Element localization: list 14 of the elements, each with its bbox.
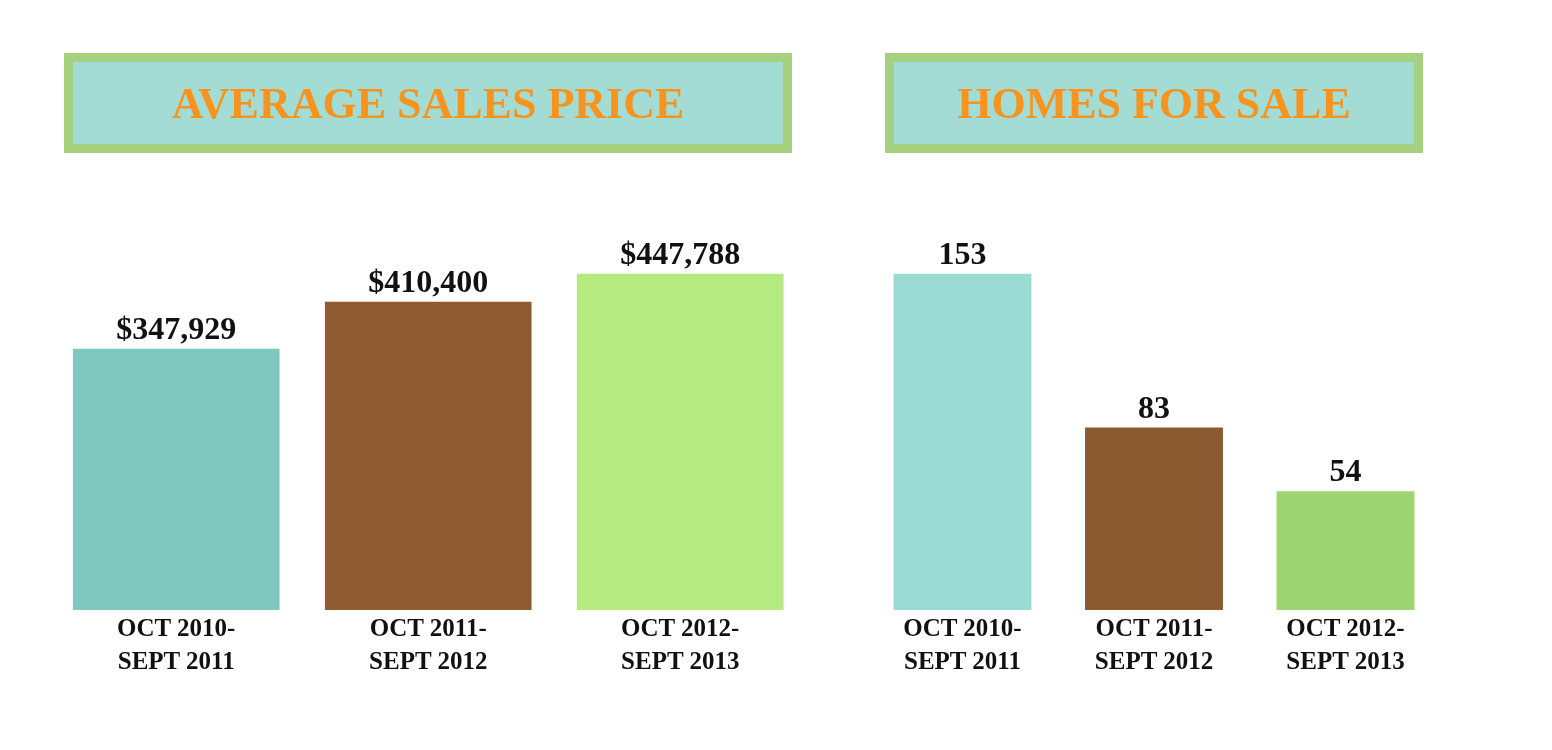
data-label: $410,400 bbox=[368, 262, 489, 299]
data-label: 153 bbox=[938, 234, 987, 271]
data-label: 83 bbox=[1138, 388, 1170, 425]
x-tick-label: OCT 2011- SEPT 2012 bbox=[369, 614, 488, 674]
chart-title: AVERAGE SALES PRICE bbox=[171, 78, 685, 128]
x-tick-label: OCT 2012- SEPT 2013 bbox=[621, 614, 740, 674]
data-label: 54 bbox=[1329, 452, 1362, 489]
data-label: $347,929 bbox=[116, 309, 237, 346]
x-tick-label: OCT 2010- SEPT 2011 bbox=[117, 614, 236, 674]
x-tick-label: OCT 2010- SEPT 2011 bbox=[903, 614, 1022, 674]
x-tick-label: OCT 2011- SEPT 2012 bbox=[1094, 614, 1214, 674]
chart-title: HOMES FOR SALE bbox=[957, 78, 1351, 128]
data-label: $447,788 bbox=[620, 234, 741, 271]
x-tick-label: OCT 2012- SEPT 2013 bbox=[1286, 614, 1405, 674]
